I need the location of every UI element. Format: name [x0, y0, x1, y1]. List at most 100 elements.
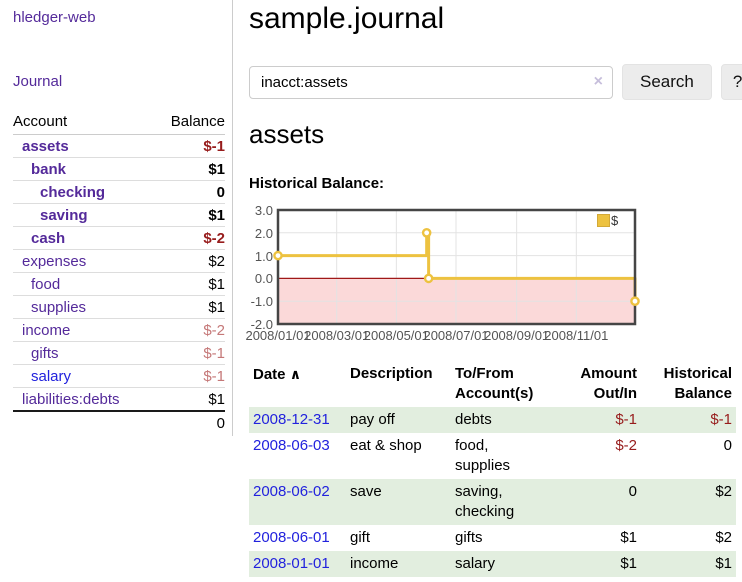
transaction-balance: $1	[715, 555, 732, 572]
register-header-description: Description	[350, 365, 433, 382]
transaction-accounts: gifts	[455, 529, 483, 546]
y-axis-tick-label: -2.0	[250, 317, 273, 332]
transaction-description: save	[350, 483, 382, 500]
account-link-salary[interactable]: salary	[31, 368, 72, 385]
sort-ascending-icon[interactable]: ∧	[289, 366, 302, 382]
sidebar-item-journal[interactable]: Journal	[13, 73, 63, 90]
help-button[interactable]: ?	[720, 64, 742, 100]
account-balance: $1	[153, 157, 225, 181]
account-row: gifts $-1	[13, 341, 225, 365]
transaction-description: eat & shop	[350, 437, 422, 454]
register-row: 2008-06-02 save saving, checking 0 $2	[249, 479, 736, 525]
account-balance: 0	[153, 180, 225, 204]
account-balance: $2	[153, 249, 225, 273]
account-row: checking 0	[13, 180, 225, 204]
account-row: saving $1	[13, 203, 225, 227]
account-balance: $1	[153, 387, 225, 411]
transaction-description: gift	[350, 529, 371, 546]
account-link-expenses[interactable]: expenses	[22, 253, 87, 270]
account-link-income[interactable]: income	[22, 322, 71, 339]
account-balance: $1	[153, 272, 225, 296]
x-axis-tick-label: 2008/05/01	[363, 328, 429, 343]
account-row: salary $-1	[13, 364, 225, 388]
transaction-date-link[interactable]: 2008-06-03	[253, 437, 330, 454]
account-link-supplies[interactable]: supplies	[31, 299, 87, 316]
register-header-date[interactable]: Date ∧	[253, 366, 302, 383]
account-balance: $1	[153, 295, 225, 319]
y-axis-tick-label: -1.0	[250, 294, 273, 310]
transaction-amount: 0	[628, 483, 637, 500]
account-link-food[interactable]: food	[31, 276, 61, 293]
account-heading: assets	[249, 119, 325, 149]
transaction-date-link[interactable]: 2008-06-02	[253, 483, 330, 500]
accounts-header-account: Account	[13, 111, 154, 135]
transaction-date-link[interactable]: 2008-12-31	[253, 411, 330, 428]
y-axis-tick-label: 1.0	[254, 248, 273, 264]
register-header-amount: Amount Out/In	[580, 365, 637, 402]
account-row: cash $-2	[13, 226, 225, 250]
account-row: food $1	[13, 272, 225, 296]
sidebar: hledger-web Journal Account Balance asse…	[0, 0, 233, 436]
transaction-accounts: food, supplies	[455, 437, 511, 474]
account-link-saving[interactable]: saving	[40, 207, 88, 224]
transaction-accounts: saving, checking	[455, 483, 515, 520]
register-row: 2008-01-01 income salary $1 $1	[249, 551, 736, 577]
account-balance: $-1	[203, 138, 225, 155]
accounts-table: Account Balance assets $-1 bank $1 checking 0…	[13, 111, 225, 434]
account-row: supplies $1	[13, 295, 225, 319]
search-field-wrap: ×	[249, 65, 613, 99]
account-balance: $1	[153, 203, 225, 227]
account-row: expenses $2	[13, 249, 225, 273]
transaction-description: pay off	[350, 411, 395, 428]
legend-label: $	[611, 213, 619, 228]
legend-swatch-icon	[597, 214, 610, 227]
transaction-amount: $-1	[615, 411, 637, 428]
account-balance: $-2	[153, 318, 225, 342]
register-row: 2008-06-01 gift gifts $1 $2	[249, 525, 736, 551]
page-title: sample.journal	[249, 2, 445, 35]
chart-plot-area[interactable]	[273, 208, 640, 326]
accounts-total-row: 0	[13, 410, 225, 434]
x-axis-tick-label: 2008/11/01	[544, 328, 609, 343]
accounts-total-value: 0	[153, 410, 225, 434]
y-axis-tick-label: 0.0	[254, 271, 273, 287]
account-link-assets[interactable]: assets	[22, 138, 69, 155]
accounts-header-balance: Balance	[153, 111, 225, 135]
register-table: Date ∧ Description To/From Account(s) Am…	[249, 362, 736, 577]
transaction-balance: $2	[715, 483, 732, 500]
app-brand-link[interactable]: hledger-web	[13, 9, 96, 26]
account-link-bank[interactable]: bank	[31, 161, 67, 178]
transaction-amount: $1	[620, 529, 637, 546]
account-link-checking[interactable]: checking	[40, 184, 106, 201]
register-row: 2008-12-31 pay off debts $-1 $-1	[249, 407, 736, 433]
account-row: liabilities:debts $1	[13, 387, 225, 411]
transaction-amount: $1	[620, 555, 637, 572]
register-header-balance: Historical Balance	[663, 365, 732, 402]
transaction-amount: $-2	[615, 437, 637, 454]
transaction-description: income	[350, 555, 399, 572]
transaction-balance: $2	[715, 529, 732, 546]
historical-balance-chart[interactable]: $ 3.0 2.0 1.0 0.0 -1.0 -2.0 2008/01/01 2008/03/…	[245, 201, 729, 344]
account-link-gifts[interactable]: gifts	[31, 345, 59, 362]
x-axis-tick-label: 2008/03/01	[304, 328, 370, 343]
search-input[interactable]	[249, 65, 613, 99]
transaction-date-link[interactable]: 2008-01-01	[253, 555, 330, 572]
chart-legend: $	[595, 212, 621, 229]
transaction-date-link[interactable]: 2008-06-01	[253, 529, 330, 546]
account-link-cash[interactable]: cash	[31, 230, 66, 247]
clear-search-icon[interactable]: ×	[593, 72, 603, 90]
account-balance: $-2	[153, 226, 225, 250]
account-link-liabilities-debts[interactable]: liabilities:debts	[22, 391, 120, 408]
y-axis-tick-label: 3.0	[254, 203, 273, 218]
x-axis-tick-label: 2008/09/01	[484, 328, 550, 343]
register-header-accounts: To/From Account(s)	[455, 365, 534, 402]
y-axis-tick-label: 2.0	[254, 225, 273, 241]
transaction-accounts: salary	[455, 555, 496, 572]
x-axis-tick-label: 2008/01/01	[245, 328, 311, 343]
transaction-accounts: debts	[455, 411, 492, 428]
chart-title: Historical Balance:	[249, 175, 385, 192]
account-balance: $-1	[153, 341, 225, 365]
search-button[interactable]: Search	[622, 64, 712, 100]
account-row: bank $1	[13, 157, 225, 181]
